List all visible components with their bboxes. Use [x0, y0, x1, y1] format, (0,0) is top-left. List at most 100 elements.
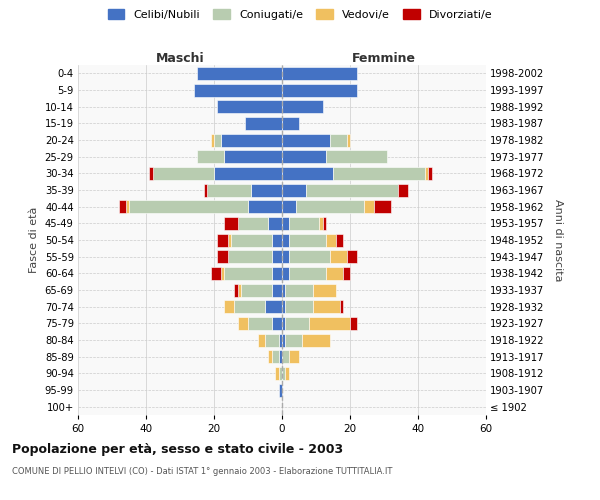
Bar — [149, 167, 153, 180]
Bar — [238, 217, 268, 230]
Bar — [428, 167, 431, 180]
Bar — [289, 217, 319, 230]
Bar — [224, 267, 272, 280]
Bar — [221, 134, 282, 146]
Bar — [217, 234, 227, 246]
Bar — [227, 250, 272, 263]
Bar — [425, 167, 428, 180]
Bar — [286, 317, 309, 330]
Bar — [302, 334, 329, 346]
Bar — [211, 134, 214, 146]
Bar — [207, 184, 251, 196]
Bar — [272, 284, 282, 296]
Bar — [272, 234, 282, 246]
Bar — [326, 234, 337, 246]
Bar — [313, 300, 340, 313]
Bar — [282, 250, 289, 263]
Text: Popolazione per età, sesso e stato civile - 2003: Popolazione per età, sesso e stato civil… — [12, 442, 343, 456]
Bar — [221, 267, 224, 280]
Bar — [340, 300, 343, 313]
Bar — [227, 234, 231, 246]
Bar — [347, 250, 357, 263]
Bar — [282, 167, 333, 180]
Bar — [289, 350, 299, 363]
Bar — [238, 284, 241, 296]
Bar — [282, 267, 289, 280]
Bar — [214, 167, 282, 180]
Bar — [374, 200, 391, 213]
Bar — [282, 284, 286, 296]
Bar — [296, 200, 364, 213]
Bar — [329, 250, 347, 263]
Bar — [326, 267, 343, 280]
Bar — [398, 184, 408, 196]
Bar — [238, 317, 248, 330]
Y-axis label: Fasce di età: Fasce di età — [29, 207, 39, 273]
Bar — [217, 100, 282, 113]
Bar — [286, 300, 313, 313]
Bar — [286, 367, 289, 380]
Bar — [282, 234, 289, 246]
Bar — [214, 134, 221, 146]
Bar — [224, 150, 282, 163]
Bar — [364, 200, 374, 213]
Bar — [275, 367, 278, 380]
Bar — [282, 334, 286, 346]
Bar — [235, 300, 265, 313]
Bar — [224, 300, 235, 313]
Bar — [313, 284, 337, 296]
Bar — [129, 200, 248, 213]
Bar — [309, 317, 350, 330]
Bar — [224, 217, 238, 230]
Bar — [268, 350, 272, 363]
Bar — [333, 167, 425, 180]
Bar — [286, 334, 302, 346]
Bar — [197, 150, 224, 163]
Bar — [282, 217, 289, 230]
Bar — [282, 184, 306, 196]
Bar — [282, 367, 286, 380]
Y-axis label: Anni di nascita: Anni di nascita — [553, 198, 563, 281]
Bar — [289, 267, 326, 280]
Bar — [204, 184, 207, 196]
Bar — [282, 67, 357, 80]
Bar — [289, 250, 329, 263]
Bar — [343, 267, 350, 280]
Bar — [347, 134, 350, 146]
Bar — [211, 267, 221, 280]
Bar — [231, 234, 272, 246]
Bar — [272, 267, 282, 280]
Bar — [278, 334, 282, 346]
Bar — [282, 100, 323, 113]
Bar — [282, 300, 286, 313]
Bar — [278, 367, 282, 380]
Bar — [245, 117, 282, 130]
Bar — [217, 250, 227, 263]
Bar — [306, 184, 398, 196]
Bar — [337, 234, 343, 246]
Bar — [272, 317, 282, 330]
Bar — [241, 284, 272, 296]
Bar — [319, 217, 323, 230]
Bar — [282, 200, 296, 213]
Bar — [286, 284, 313, 296]
Bar — [125, 200, 129, 213]
Bar — [153, 167, 214, 180]
Bar — [251, 184, 282, 196]
Bar — [272, 250, 282, 263]
Bar — [282, 84, 357, 96]
Legend: Celibi/Nubili, Coniugati/e, Vedovi/e, Divorziati/e: Celibi/Nubili, Coniugati/e, Vedovi/e, Di… — [104, 6, 496, 23]
Text: Maschi: Maschi — [155, 52, 205, 65]
Bar — [265, 300, 282, 313]
Bar — [265, 334, 278, 346]
Bar — [282, 134, 329, 146]
Bar — [350, 317, 357, 330]
Bar — [326, 150, 388, 163]
Bar — [268, 217, 282, 230]
Bar — [194, 84, 282, 96]
Bar — [282, 350, 289, 363]
Bar — [329, 134, 347, 146]
Bar — [248, 317, 272, 330]
Bar — [197, 67, 282, 80]
Bar — [258, 334, 265, 346]
